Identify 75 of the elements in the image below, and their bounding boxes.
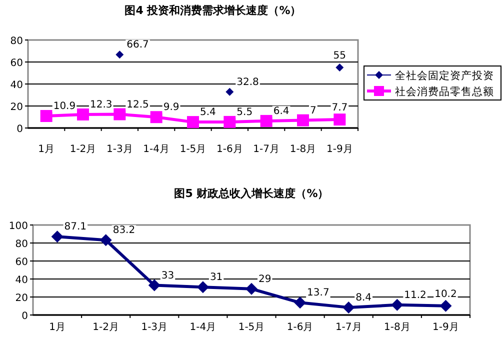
y-tick-label: 60 xyxy=(15,257,28,268)
data-label: 11.2 xyxy=(404,290,426,301)
x-tick-label: 1-9月 xyxy=(326,144,353,155)
data-label: 32.8 xyxy=(236,76,259,88)
point xyxy=(187,116,199,128)
chart-title: 图4 投资和消费需求增长速度（%） xyxy=(124,4,302,17)
data-label: 8.4 xyxy=(356,292,372,304)
y-tick-label: 20 xyxy=(15,293,28,304)
data-label: 83.2 xyxy=(112,225,136,236)
point xyxy=(342,301,355,314)
data-label: 12.5 xyxy=(126,99,149,110)
data-label: 7 xyxy=(310,105,316,116)
y-tick-label: 100 xyxy=(8,221,28,232)
point xyxy=(40,110,52,122)
point xyxy=(100,234,112,246)
y-tick-label: 0 xyxy=(16,124,23,135)
x-tick-label: 1月 xyxy=(49,322,66,333)
point xyxy=(196,281,209,294)
x-tick-label: 1-2月 xyxy=(70,144,96,155)
data-label: 66.7 xyxy=(126,40,149,51)
point xyxy=(224,116,236,128)
data-label: 33 xyxy=(161,270,174,282)
x-tick-label: 1-7月 xyxy=(253,144,280,155)
x-tick-label: 1-4月 xyxy=(143,144,170,155)
x-tick-label: 1-8月 xyxy=(290,144,316,155)
point xyxy=(260,114,272,127)
x-tick-label: 1-6月 xyxy=(216,144,243,155)
point xyxy=(148,279,160,292)
data-label: 9.9 xyxy=(163,102,180,114)
data-label: 13.7 xyxy=(307,288,330,299)
x-tick-label: 1-6月 xyxy=(286,322,314,333)
point xyxy=(336,64,344,72)
data-label: 87.1 xyxy=(64,222,87,233)
x-tick-label: 1-7月 xyxy=(335,322,362,333)
point xyxy=(297,114,309,126)
point xyxy=(440,300,452,312)
data-label: 10.2 xyxy=(434,288,457,300)
data-label: 12.3 xyxy=(90,99,112,110)
y-tick-label: 0 xyxy=(22,311,28,322)
data-label: 31 xyxy=(210,272,223,284)
y-tick-label: 60 xyxy=(10,58,23,69)
point xyxy=(294,296,306,309)
y-tick-label: 40 xyxy=(10,80,23,91)
data-label: 5.4 xyxy=(200,107,216,118)
x-tick-label: 1-3月 xyxy=(141,322,168,333)
x-tick-label: 1-2月 xyxy=(92,322,120,333)
point xyxy=(246,282,258,295)
point xyxy=(334,114,346,126)
x-tick-label: 1-9月 xyxy=(432,322,459,333)
x-tick-label: 1-4月 xyxy=(190,322,216,333)
x-tick-label: 1-5月 xyxy=(238,322,265,333)
point xyxy=(77,108,89,120)
legend-label: 社会消费品零售总额 xyxy=(395,85,494,98)
legend-label: 全社会固定资产投资 xyxy=(395,69,494,82)
x-tick-label: 1-8月 xyxy=(384,322,410,333)
point xyxy=(226,88,234,96)
data-label: 7.7 xyxy=(332,102,348,114)
data-label: 55 xyxy=(333,50,346,62)
data-label: 10.9 xyxy=(53,101,76,112)
point xyxy=(114,108,126,120)
x-tick-label: 1-3月 xyxy=(106,144,133,155)
y-tick-label: 20 xyxy=(10,102,23,113)
data-label: 5.5 xyxy=(236,106,253,118)
point xyxy=(391,298,404,311)
x-tick-label: 1月 xyxy=(38,144,55,155)
point xyxy=(116,50,124,59)
data-label: 6.4 xyxy=(273,106,290,117)
x-tick-label: 1-5月 xyxy=(180,144,206,155)
point xyxy=(51,230,64,243)
y-tick-label: 80 xyxy=(10,36,23,47)
y-tick-label: 40 xyxy=(15,275,28,286)
chart-title: 图5 财政总收入增长速度（%） xyxy=(174,187,329,200)
data-label: 29 xyxy=(258,274,272,285)
point xyxy=(150,111,162,124)
y-tick-label: 80 xyxy=(15,239,28,250)
